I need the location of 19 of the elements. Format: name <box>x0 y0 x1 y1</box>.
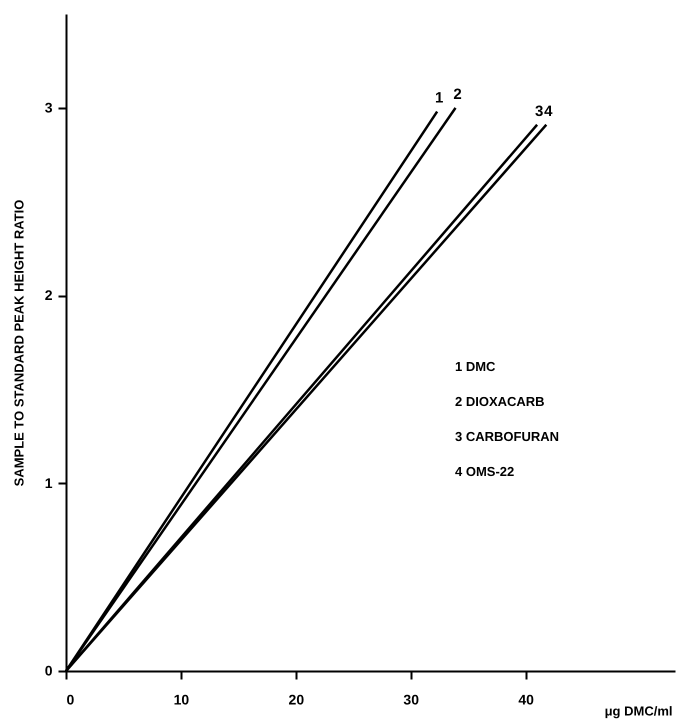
annotation: 2 DIOXACARB <box>455 394 545 409</box>
x-tick-label: 10 <box>174 692 190 708</box>
y-tick-label: 2 <box>44 287 53 304</box>
x-tick-label: 20 <box>288 692 304 708</box>
x-tick-label: 0 <box>66 692 74 708</box>
series-label: 2 <box>453 86 462 103</box>
y-tick-label: 0 <box>44 662 53 678</box>
x-axis-title: μg DMC/ml <box>604 704 672 718</box>
annotation: 3 CARBOFURAN <box>455 429 559 444</box>
series-label: 3 <box>534 102 544 120</box>
x-tick-label: 40 <box>518 692 534 708</box>
y-tick-label: 1 <box>44 474 53 491</box>
y-tick-label: 3 <box>44 99 53 116</box>
series-label: 4 <box>544 102 554 120</box>
series-label: 1 <box>434 90 444 107</box>
y-axis-title: SAMPLE TO STANDARD PEAK HEIGHT RATIO <box>12 200 27 486</box>
annotation: 1 DMC <box>455 359 496 374</box>
annotation: 4 OMS-22 <box>455 464 514 479</box>
x-tick-label: 30 <box>403 692 420 708</box>
